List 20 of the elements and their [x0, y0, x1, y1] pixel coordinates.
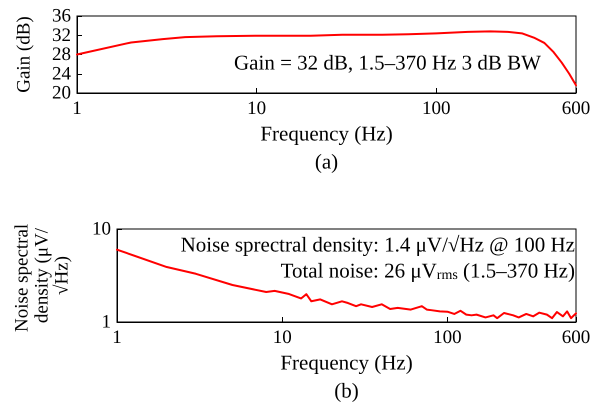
y-tick-label: 32	[52, 24, 71, 46]
x-tick-label: 10	[272, 327, 292, 348]
x-tick-label: 100	[433, 327, 462, 348]
y-tick-label: 20	[52, 82, 71, 104]
y-tick-label: 24	[52, 63, 72, 84]
text: (b)	[334, 378, 359, 402]
x-axis-title: Frequency (Hz)	[280, 350, 413, 374]
x-tick-label: 10	[247, 98, 266, 119]
x-axis-title: Frequency (Hz)	[260, 122, 393, 146]
annotation: Total noise: 26 μVrms (1.5–370 Hz)	[280, 258, 576, 283]
annotation: Gain = 32 dB, 1.5–370 Hz 3 dB BW	[234, 50, 542, 74]
annotation: Noise sprectral density: 1.4 μV/√Hz @ 100 Hz	[180, 232, 576, 256]
x-tick-label: 100	[422, 98, 450, 119]
x-tick-label: 600	[562, 327, 590, 348]
y-axis-title: Gain (dB)	[14, 16, 34, 93]
y-tick-label: 28	[52, 44, 71, 65]
x-tick-label: 600	[562, 98, 590, 119]
y-tick-label: 36	[52, 6, 71, 26]
text: (a)	[314, 150, 338, 174]
y-axis-title: Noise spectral density (μV/√Hz)	[12, 219, 72, 332]
